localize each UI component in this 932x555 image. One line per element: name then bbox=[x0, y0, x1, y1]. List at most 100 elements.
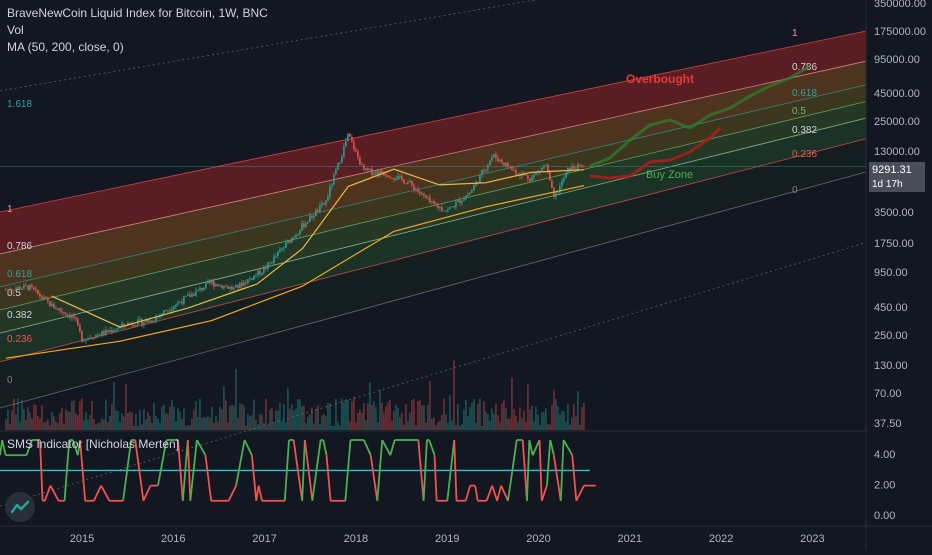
sms-segment bbox=[531, 439, 541, 456]
volume-bar bbox=[27, 406, 29, 430]
volume-bar bbox=[75, 413, 77, 430]
volume-bar bbox=[335, 399, 337, 430]
candle-body bbox=[133, 325, 135, 327]
sms-segment bbox=[507, 439, 518, 501]
volume-bar bbox=[393, 411, 395, 430]
volume-bar bbox=[389, 399, 391, 430]
sms-segment bbox=[311, 439, 322, 501]
volume-bar bbox=[137, 425, 139, 430]
volume-bar bbox=[569, 424, 571, 430]
candle-body bbox=[529, 178, 531, 181]
candle-body bbox=[551, 180, 553, 189]
volume-bar bbox=[527, 384, 529, 430]
volume-bar bbox=[407, 420, 409, 430]
candle-body bbox=[71, 315, 73, 318]
candle-body bbox=[121, 323, 123, 327]
volume-bar bbox=[179, 411, 181, 430]
sms-segment bbox=[464, 485, 471, 502]
sms-segment bbox=[376, 439, 384, 501]
candle-body bbox=[65, 313, 67, 316]
moving-average-legend[interactable]: MA (50, 200, close, 0) bbox=[7, 40, 124, 54]
candle-body bbox=[101, 331, 103, 336]
candle-body bbox=[23, 284, 25, 289]
sms-segment bbox=[25, 439, 33, 456]
volume-bar bbox=[49, 425, 51, 430]
candle-body bbox=[303, 223, 305, 228]
volume-bar bbox=[291, 404, 293, 430]
candle-body bbox=[443, 210, 445, 212]
tradingview-logo-icon[interactable] bbox=[5, 492, 35, 522]
volume-bar bbox=[45, 421, 47, 430]
sms-segment bbox=[43, 485, 52, 502]
candle-body bbox=[299, 230, 301, 234]
volume-bar bbox=[211, 406, 213, 430]
sms-segment bbox=[446, 439, 456, 501]
volume-bar bbox=[109, 416, 111, 430]
candle-body bbox=[379, 170, 381, 175]
volume-bar bbox=[553, 389, 555, 430]
volume-bar bbox=[327, 403, 329, 430]
sms-segment bbox=[496, 485, 502, 502]
volume-bar bbox=[269, 410, 271, 430]
candle-body bbox=[533, 174, 535, 178]
volume-bar bbox=[21, 400, 23, 430]
sms-segment bbox=[538, 439, 543, 501]
sms-segment bbox=[322, 439, 328, 456]
volume-legend[interactable]: Vol bbox=[7, 23, 24, 37]
sms-axis-tick: 4.00 bbox=[874, 449, 895, 461]
candle-body bbox=[581, 165, 583, 167]
candle-body bbox=[173, 306, 175, 310]
chart-title[interactable]: BraveNewCoin Liquid Index for Bitcoin, 1… bbox=[7, 6, 268, 20]
candle-body bbox=[561, 181, 563, 186]
sms-indicator-legend[interactable]: SMS Indicator [Nicholas Merten] bbox=[7, 437, 180, 451]
sms-segment bbox=[474, 485, 479, 501]
price-axis-tick: 95000.00 bbox=[874, 54, 920, 66]
candle-body bbox=[171, 309, 173, 311]
candle-body bbox=[249, 278, 251, 280]
volume-bar bbox=[429, 381, 431, 430]
sms-segment bbox=[186, 439, 192, 501]
volume-bar bbox=[301, 406, 303, 430]
sms-segment bbox=[227, 485, 237, 502]
candle-body bbox=[235, 284, 237, 288]
volume-bar bbox=[285, 422, 287, 430]
candle-body bbox=[233, 287, 235, 290]
volume-bar bbox=[493, 413, 495, 430]
candle-body bbox=[335, 169, 337, 175]
candle-body bbox=[387, 175, 389, 177]
volume-bar bbox=[469, 407, 471, 430]
candle-body bbox=[307, 221, 309, 224]
volume-bar bbox=[319, 424, 321, 430]
candle-body bbox=[147, 320, 149, 323]
candle-body bbox=[469, 192, 471, 195]
candle-body bbox=[525, 175, 527, 176]
volume-bar bbox=[233, 405, 235, 430]
sms-segment bbox=[250, 455, 258, 501]
volume-bar bbox=[25, 419, 27, 430]
volume-bar bbox=[123, 416, 125, 430]
candle-body bbox=[53, 303, 55, 309]
volume-bar bbox=[559, 414, 561, 430]
candle-body bbox=[403, 179, 405, 184]
volume-bar bbox=[381, 402, 383, 430]
candle-body bbox=[275, 256, 277, 257]
volume-bar bbox=[9, 423, 11, 430]
candle-body bbox=[485, 169, 487, 172]
fib-band bbox=[0, 61, 866, 287]
candle-body bbox=[517, 174, 519, 176]
candle-body bbox=[155, 317, 157, 321]
price-axis-tick: 1750.00 bbox=[874, 238, 914, 250]
volume-bar bbox=[363, 403, 365, 430]
candle-body bbox=[45, 296, 47, 299]
candle-body bbox=[99, 334, 101, 336]
candle-body bbox=[419, 191, 421, 194]
candle-body bbox=[503, 162, 505, 166]
candle-body bbox=[225, 286, 227, 287]
candle-body bbox=[549, 170, 551, 181]
candle-body bbox=[223, 286, 225, 289]
time-axis-tick: 2021 bbox=[618, 533, 642, 545]
volume-bar bbox=[345, 399, 347, 430]
candle-body bbox=[497, 158, 499, 162]
